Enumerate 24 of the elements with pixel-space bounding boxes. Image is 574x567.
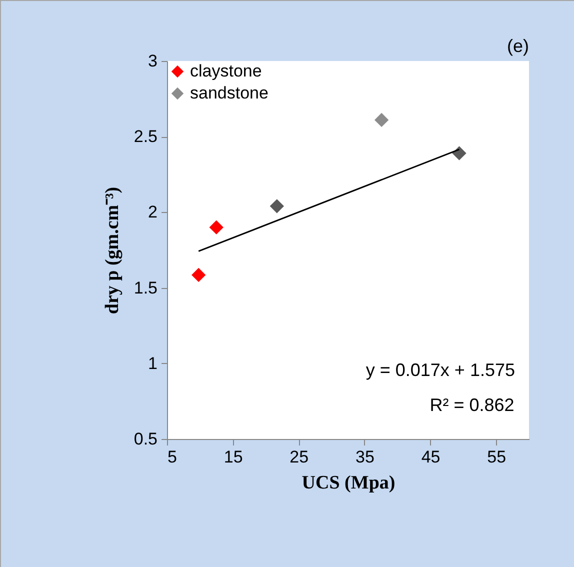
point: [209, 220, 224, 234]
y-tick-label: 1: [148, 354, 158, 373]
y-axis-title: dry p (gm.cm⁻³): [102, 186, 123, 314]
y-tick-label: 2: [148, 202, 158, 222]
point: [192, 268, 206, 282]
x-tick-label: 55: [487, 448, 506, 466]
x-tick-label: 15: [224, 448, 243, 466]
x-axis-title: UCS (Mpa): [302, 472, 396, 494]
y-tick-label: 2.5: [134, 127, 158, 146]
x-tick-label: 45: [421, 448, 440, 466]
annotation: R² = 0.862: [430, 395, 514, 415]
legend-label: sandstone: [190, 84, 268, 102]
y-tick-label: 1.5: [134, 278, 158, 298]
x-tick-label: 25: [290, 448, 309, 466]
y-tick-label: 0.5: [134, 430, 158, 448]
point: [270, 199, 284, 214]
annotation: y = 0.017x + 1.575: [366, 360, 515, 380]
point: [452, 146, 466, 160]
x-tick-label: 35: [355, 448, 374, 466]
text: (e): [507, 36, 529, 56]
point: [374, 112, 389, 128]
x-tick-label: 5: [168, 448, 177, 466]
y-tick-label: 3: [148, 52, 158, 70]
legend-label: claystone: [190, 62, 262, 80]
